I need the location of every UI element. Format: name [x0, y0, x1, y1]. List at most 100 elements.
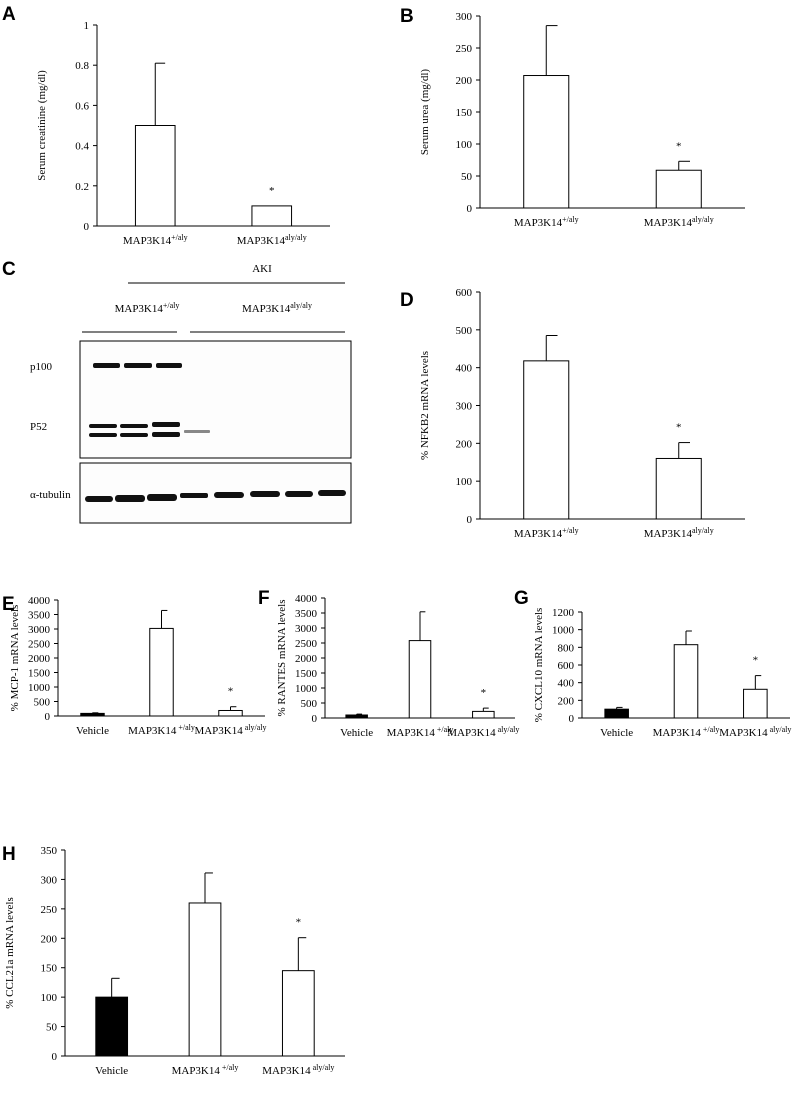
y-tick-label: 500 [456, 325, 473, 337]
bar [408, 640, 432, 719]
y-tick-label: 0 [312, 713, 318, 725]
bar [218, 709, 243, 717]
x-tick-label: MAP3K14 +/aly [128, 723, 195, 737]
y-tick-label: 0.8 [75, 60, 89, 72]
significance: * [269, 185, 275, 197]
significance: * [481, 687, 487, 699]
y-tick-label: 3000 [28, 624, 51, 636]
y-tick-label: 150 [41, 963, 58, 975]
y-tick-label: 3500 [295, 608, 318, 620]
significance: * [296, 917, 302, 929]
x-tick-label: MAP3K14+/aly [514, 215, 579, 229]
y-tick-label: 600 [456, 287, 473, 299]
y-tick-label: 300 [41, 874, 58, 886]
y-tick-label: 200 [558, 695, 575, 707]
y-tick-label: 0 [52, 1051, 58, 1063]
blot-membrane [79, 340, 352, 459]
panel-letter: A [2, 4, 16, 25]
bar [281, 970, 315, 1057]
y-tick-label: 0 [569, 713, 575, 725]
y-tick-label: 800 [558, 642, 575, 654]
panel-letter: G [514, 588, 529, 609]
y-tick-label: 0 [467, 514, 473, 526]
x-tick-label: Vehicle [600, 727, 633, 739]
y-tick-label: 1200 [552, 607, 575, 619]
y-tick-label: 3500 [28, 610, 51, 622]
y-tick-label: 2000 [28, 653, 51, 665]
y-tick-label: 1500 [28, 668, 51, 680]
x-tick-label: MAP3K14 aly/aly [194, 723, 266, 737]
y-tick-label: 0.6 [75, 100, 89, 112]
y-tick-label: 500 [301, 698, 318, 710]
bar [95, 996, 129, 1057]
panel-letter: E [2, 594, 15, 615]
x-tick-label: MAP3K14+/aly [123, 233, 188, 247]
x-tick-label: MAP3K14aly/aly [644, 215, 714, 229]
group-label: MAP3K14+/aly [115, 301, 180, 315]
x-tick-label: MAP3K14 aly/aly [262, 1063, 334, 1077]
x-tick-label: MAP3K14 aly/aly [719, 725, 791, 739]
chart: H 0 50 100 150 200 250 300 350 % CCL21a mRNA leve… [2, 844, 345, 1077]
bar [251, 205, 293, 227]
y-tick-label: 200 [456, 75, 473, 87]
y-tick-label: 300 [456, 401, 473, 413]
y-tick-label: 2500 [295, 638, 318, 650]
x-tick-label: MAP3K14 +/aly [387, 725, 454, 739]
y-tick-label: 4000 [295, 593, 318, 605]
significance: * [753, 655, 759, 667]
x-tick-label: MAP3K14 +/aly [653, 725, 720, 739]
y-axis-label: Serum creatinine (mg/dl) [36, 70, 48, 181]
significance: * [228, 686, 234, 698]
panel-letter: D [400, 290, 414, 311]
panel-letter: F [258, 588, 270, 609]
chart: F 0 500 1000 1500 2000 2500 3000 3500 4000 % RANTE… [258, 588, 519, 739]
significance: * [676, 140, 682, 152]
significance: * [676, 422, 682, 434]
bar [523, 75, 570, 209]
chart: B 0 50 100 150 200 250 300 Serum urea (mg/dl) MAP… [400, 6, 745, 229]
bar [80, 712, 105, 717]
y-tick-label: 1000 [295, 683, 318, 695]
y-tick-label: 250 [41, 904, 58, 916]
y-axis-label: % NFKB2 mRNA levels [419, 351, 431, 460]
blot-panel: C AKI MAP3K14+/aly MAP3K14aly/aly p100 P… [2, 259, 352, 524]
y-tick-label: 300 [456, 11, 473, 23]
y-tick-label: 50 [46, 1022, 58, 1034]
panel-letter: B [400, 6, 414, 27]
bands [85, 363, 346, 502]
y-tick-label: 1000 [28, 682, 51, 694]
y-tick-label: 350 [41, 845, 58, 857]
chart: A 0 0.2 0.4 0.6 0.8 1 Serum creatinine (mg/dl) M… [2, 4, 330, 247]
y-tick-label: 0 [45, 711, 51, 723]
panel-letter: C [2, 259, 16, 280]
y-tick-label: 1000 [552, 625, 575, 637]
x-tick-label: MAP3K14aly/aly [237, 233, 307, 247]
y-tick-label: 250 [456, 43, 473, 55]
bar [472, 710, 495, 719]
y-tick-label: 100 [41, 992, 58, 1004]
y-axis-label: % MCP-1 mRNA levels [9, 605, 21, 712]
y-tick-label: 50 [461, 171, 473, 183]
x-tick-label: MAP3K14aly/aly [644, 526, 714, 540]
bar [743, 688, 768, 719]
chart: G 0 200 400 600 800 1000 1200 % CXCL10 mRNA leve… [514, 588, 791, 739]
panel-letter: H [2, 844, 16, 865]
y-tick-label: 600 [558, 660, 575, 672]
bar [149, 627, 174, 717]
y-tick-label: 1 [84, 20, 90, 32]
y-tick-label: 200 [456, 438, 473, 450]
y-tick-label: 150 [456, 107, 473, 119]
y-tick-label: 2500 [28, 639, 51, 651]
y-tick-label: 500 [34, 697, 51, 709]
y-tick-label: 3000 [295, 623, 318, 635]
row-label: p100 [30, 361, 53, 373]
y-axis-label: % RANTES mRNA levels [276, 599, 288, 716]
bar [655, 169, 702, 209]
x-tick-label: Vehicle [340, 727, 373, 739]
y-tick-label: 400 [558, 678, 575, 690]
y-tick-label: 100 [456, 139, 473, 151]
bar [604, 708, 629, 719]
bar [655, 457, 702, 520]
y-tick-label: 0 [84, 221, 90, 233]
x-tick-label: MAP3K14+/aly [514, 526, 579, 540]
